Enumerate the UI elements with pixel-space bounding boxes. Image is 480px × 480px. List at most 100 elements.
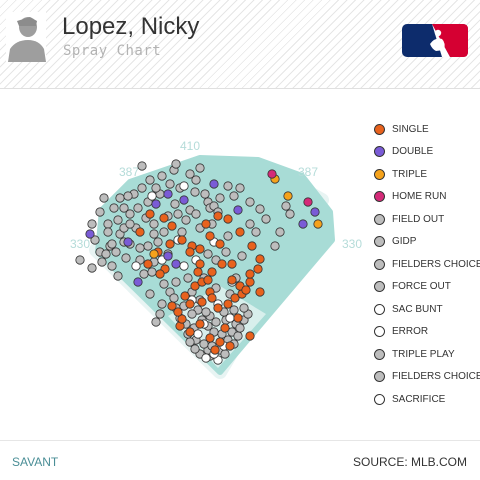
data-point-field-out[interactable]	[201, 307, 211, 317]
data-point-field-out[interactable]	[239, 303, 249, 313]
data-point-field-out[interactable]	[190, 187, 200, 197]
data-point-field-out[interactable]	[200, 189, 210, 199]
data-point-field-out[interactable]	[270, 241, 280, 251]
data-point-field-out[interactable]	[139, 269, 149, 279]
data-point-field-out[interactable]	[87, 263, 97, 273]
data-point-field-out[interactable]	[103, 227, 113, 237]
data-point-single[interactable]	[210, 345, 220, 355]
data-point-field-out[interactable]	[157, 171, 167, 181]
data-point-field-out[interactable]	[121, 253, 131, 263]
data-point-white[interactable]	[201, 353, 211, 363]
data-point-single[interactable]	[165, 239, 175, 249]
data-point-field-out[interactable]	[285, 209, 295, 219]
data-point-field-out[interactable]	[99, 193, 109, 203]
data-point-field-out[interactable]	[229, 305, 239, 315]
data-point-single[interactable]	[253, 264, 263, 274]
data-point-single[interactable]	[143, 259, 153, 269]
data-point-single[interactable]	[225, 341, 235, 351]
data-point-field-out[interactable]	[119, 203, 129, 213]
data-point-white[interactable]	[179, 181, 189, 191]
data-point-double[interactable]	[163, 251, 173, 261]
legend-item[interactable]: TRIPLE PLAY	[374, 343, 480, 366]
data-point-field-out[interactable]	[101, 249, 111, 259]
data-point-field-out[interactable]	[135, 243, 145, 253]
data-point-field-out[interactable]	[177, 227, 187, 237]
data-point-field-out[interactable]	[220, 349, 230, 359]
data-point-field-out[interactable]	[233, 331, 243, 341]
data-point-field-out[interactable]	[151, 317, 161, 327]
legend-item[interactable]: FIELD OUT	[374, 208, 480, 231]
data-point-white[interactable]	[179, 261, 189, 271]
data-point-field-out[interactable]	[107, 261, 117, 271]
data-point-field-out[interactable]	[90, 235, 100, 245]
data-point-field-out[interactable]	[137, 161, 147, 171]
data-point-field-out[interactable]	[115, 193, 125, 203]
data-point-single[interactable]	[247, 241, 257, 251]
data-point-field-out[interactable]	[145, 289, 155, 299]
data-point-field-out[interactable]	[111, 247, 121, 257]
data-point-field-out[interactable]	[281, 201, 291, 211]
data-point-field-out[interactable]	[97, 257, 107, 267]
data-point-field-out[interactable]	[109, 203, 119, 213]
data-point-double[interactable]	[123, 237, 133, 247]
data-point-double[interactable]	[233, 205, 243, 215]
data-point-single[interactable]	[227, 275, 237, 285]
data-point-single[interactable]	[207, 293, 217, 303]
data-point-field-out[interactable]	[125, 209, 135, 219]
data-point-field-out[interactable]	[211, 317, 221, 327]
data-point-field-out[interactable]	[235, 323, 245, 333]
data-point-double[interactable]	[298, 219, 308, 229]
data-point-field-out[interactable]	[133, 203, 143, 213]
data-point-single[interactable]	[155, 269, 165, 279]
data-point-field-out[interactable]	[191, 209, 201, 219]
data-point-white[interactable]	[193, 329, 203, 339]
data-point-single[interactable]	[185, 299, 195, 309]
legend-item[interactable]: FORCE OUT	[374, 276, 480, 299]
data-point-field-out[interactable]	[113, 271, 123, 281]
data-point-field-out[interactable]	[103, 219, 113, 229]
legend-item[interactable]: SAC BUNT	[374, 298, 480, 321]
data-point-field-out[interactable]	[223, 181, 233, 191]
data-point-double[interactable]	[310, 207, 320, 217]
data-point-field-out[interactable]	[151, 183, 161, 193]
data-point-single[interactable]	[177, 314, 187, 324]
data-point-field-out[interactable]	[251, 227, 261, 237]
data-point-field-out[interactable]	[153, 237, 163, 247]
data-point-field-out[interactable]	[223, 231, 233, 241]
data-point-field-out[interactable]	[245, 219, 255, 229]
data-point-field-out[interactable]	[113, 215, 123, 225]
data-point-field-out[interactable]	[137, 183, 147, 193]
legend-item[interactable]: ERROR	[374, 321, 480, 344]
data-point-field-out[interactable]	[165, 179, 175, 189]
data-point-single[interactable]	[233, 313, 243, 323]
data-point-field-out[interactable]	[159, 227, 169, 237]
data-point-single[interactable]	[135, 227, 145, 237]
data-point-single[interactable]	[255, 254, 265, 264]
legend-item[interactable]: DOUBLE	[374, 141, 480, 164]
data-point-single[interactable]	[205, 231, 215, 241]
data-point-single[interactable]	[215, 239, 225, 249]
data-point-field-out[interactable]	[185, 169, 195, 179]
legend-item[interactable]: FIELDERS CHOICE	[374, 366, 480, 389]
data-point-double[interactable]	[163, 189, 173, 199]
data-point-single[interactable]	[213, 303, 223, 313]
data-point-field-out[interactable]	[275, 227, 285, 237]
data-point-field-out[interactable]	[95, 207, 105, 217]
data-point-double[interactable]	[151, 199, 161, 209]
legend-item[interactable]: HOME RUN	[374, 186, 480, 209]
data-point-field-out[interactable]	[147, 267, 157, 277]
data-point-field-out[interactable]	[170, 199, 180, 209]
legend-item[interactable]: SINGLE	[374, 118, 480, 141]
data-point-single[interactable]	[215, 337, 225, 347]
data-point-single[interactable]	[185, 247, 195, 257]
data-point-field-out[interactable]	[191, 175, 201, 185]
data-point-field-out[interactable]	[173, 209, 183, 219]
data-point-single[interactable]	[223, 299, 233, 309]
data-point-field-out[interactable]	[145, 175, 155, 185]
data-point-field-out[interactable]	[190, 344, 200, 354]
data-point-single[interactable]	[230, 293, 240, 303]
data-point-field-out[interactable]	[195, 163, 205, 173]
data-point-single[interactable]	[180, 291, 190, 301]
data-point-single[interactable]	[245, 269, 255, 279]
data-point-field-out[interactable]	[185, 337, 195, 347]
